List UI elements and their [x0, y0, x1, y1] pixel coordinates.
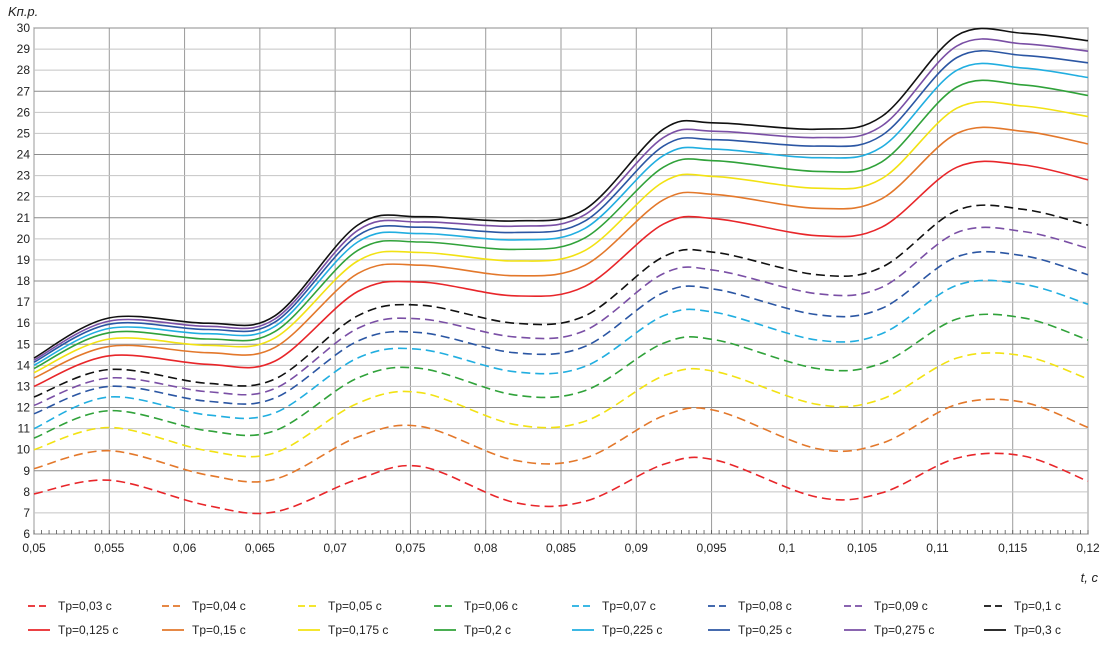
legend-label: Tp=0,09 c [874, 599, 928, 613]
y-tick-label: 14 [17, 358, 31, 372]
x-tick-label: 0,11 [926, 541, 949, 555]
x-tick-label: 0,09 [625, 541, 649, 555]
y-axis-label: Kп.р. [8, 4, 38, 19]
series-line-1 [33, 398, 1089, 483]
series-line-3 [33, 313, 1089, 439]
legend: Tp=0,03 c Tp=0,04 c Tp=0,05 c Tp=0,06 c Tp=0… [28, 599, 1061, 637]
y-tick-label: 10 [17, 443, 31, 457]
series-line-14 [33, 38, 1089, 361]
legend-label: Tp=0,04 c [192, 599, 246, 613]
y-tick-label: 16 [17, 316, 31, 330]
x-tick-label: 0,055 [94, 541, 124, 555]
series-line-12 [33, 62, 1089, 367]
legend-label: Tp=0,08 c [738, 599, 792, 613]
y-tick-label: 15 [17, 337, 31, 351]
x-tick-label: 0,085 [546, 541, 576, 555]
legend-label: Tp=0,225 c [602, 623, 662, 637]
legend-label: Tp=0,275 c [874, 623, 934, 637]
y-tick-label: 6 [23, 527, 30, 541]
series-line-11 [33, 79, 1089, 370]
y-tick-labels: 6 7 8 9 10 11 12 13 14 15 16 17 18 19 20 21 22 23 24 25 26 27… [17, 21, 31, 541]
y-tick-label: 24 [17, 148, 31, 162]
y-tick-label: 19 [17, 253, 31, 267]
x-tick-label: 0,065 [245, 541, 275, 555]
x-tick-label: 0,08 [474, 541, 498, 555]
y-tick-label: 8 [23, 485, 30, 499]
legend-label: Tp=0,25 c [738, 623, 792, 637]
series-line-5 [33, 250, 1089, 415]
y-tick-label: 27 [17, 84, 31, 98]
series-lines [33, 27, 1089, 515]
legend-label: Tp=0,03 c [58, 599, 112, 613]
series-line-13 [33, 50, 1089, 363]
legend-label: Tp=0,2 c [464, 623, 511, 637]
y-tick-label: 26 [17, 105, 31, 119]
x-tick-label: 0,06 [173, 541, 197, 555]
x-tick-labels: 0,05 0,055 0,06 0,065 0,07 0,075 0,08 0,085 0,09… [22, 541, 1100, 555]
grid [33, 27, 1089, 535]
series-line-4 [33, 279, 1089, 430]
x-tick-label: 0,115 [998, 541, 1027, 555]
y-tick-label: 9 [23, 464, 30, 478]
y-tick-label: 25 [17, 126, 31, 140]
y-tick-label: 11 [18, 422, 31, 436]
series-line-2 [33, 352, 1089, 458]
y-tick-label: 21 [17, 211, 31, 225]
x-tick-label: 0,095 [697, 541, 727, 555]
y-tick-label: 29 [17, 42, 31, 56]
y-tick-label: 22 [17, 190, 31, 204]
y-tick-label: 17 [17, 295, 31, 309]
y-tick-label: 18 [17, 274, 31, 288]
legend-label: Tp=0,15 c [192, 623, 246, 637]
series-line-6 [33, 226, 1089, 407]
x-axis-label: t, c [1081, 570, 1099, 585]
legend-label: Tp=0,3 c [1014, 623, 1061, 637]
x-tick-label: 0,105 [847, 541, 877, 555]
x-tick-label: 0,07 [323, 541, 347, 555]
y-tick-label: 30 [17, 21, 31, 35]
legend-label: Tp=0,05 c [328, 599, 382, 613]
legend-label: Tp=0,06 c [464, 599, 518, 613]
x-tick-label: 0,05 [22, 541, 46, 555]
y-tick-label: 20 [17, 232, 31, 246]
legend-label: Tp=0,125 c [58, 623, 118, 637]
y-tick-label: 12 [17, 401, 31, 415]
x-tick-label: 0,075 [395, 541, 425, 555]
series-line-8 [33, 160, 1089, 388]
series-line-10 [33, 100, 1089, 374]
legend-label: Tp=0,1 c [1014, 599, 1061, 613]
y-tick-label: 13 [17, 379, 31, 393]
y-tick-label: 28 [17, 63, 31, 77]
minor-ticks [33, 530, 1089, 534]
series-line-9 [33, 126, 1089, 379]
series-line-15 [33, 27, 1089, 359]
y-tick-label: 7 [23, 506, 30, 520]
y-tick-label: 23 [17, 169, 31, 183]
legend-label: Tp=0,175 c [328, 623, 388, 637]
x-tick-label: 0,12 [1076, 541, 1100, 555]
x-tick-label: 0,1 [779, 541, 796, 555]
legend-label: Tp=0,07 c [602, 599, 656, 613]
